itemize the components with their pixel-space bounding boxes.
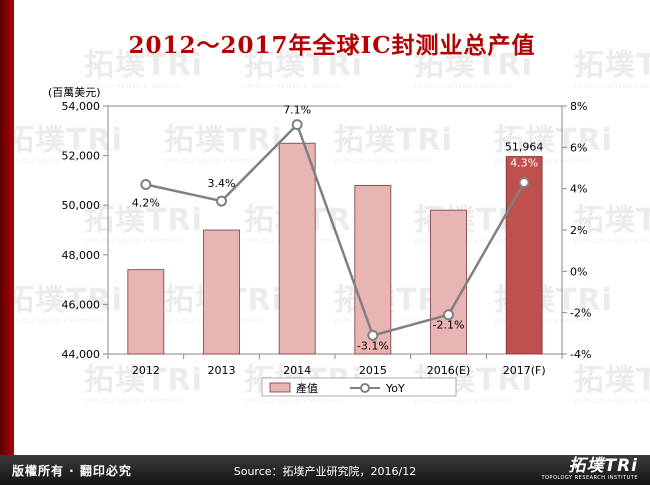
source-note: Source：拓墣产业研究院，2016/12 [233, 465, 417, 478]
x-tick-label: 2016(E) [427, 364, 471, 377]
y-left-tick-label: 54,000 [62, 100, 101, 113]
y-left-tick-label: 50,000 [62, 199, 101, 212]
legend-bar-swatch [269, 382, 291, 393]
y-right-tick-label: -2% [570, 307, 591, 320]
brand-logo-subtext: TOPOLOGY RESEARCH INSTITUTE [541, 475, 638, 481]
yoy-value-label: -2.1% [433, 319, 465, 332]
legend-line-marker [360, 383, 370, 393]
x-tick-label: 2017(F) [503, 364, 546, 377]
y-right-tick-label: 6% [570, 141, 587, 154]
brand-logo: 拓墣TRi TOPOLOGY RESEARCH INSTITUTE [541, 457, 638, 481]
x-tick-label: 2013 [208, 364, 236, 377]
x-tick-label: 2015 [359, 364, 387, 377]
footer: 版權所有 · 翻印必究 Source：拓墣产业研究院，2016/12 拓墣TRi… [0, 455, 650, 485]
chart: (百萬美元) 44,000 46,000 48,000 50,000 52,000 54,0… [48, 86, 591, 397]
y-right-tick-label: -4% [570, 348, 591, 361]
y-right-tick-label: 8% [570, 100, 587, 113]
bar [505, 156, 543, 355]
yoy-value-label: 4.3% [510, 156, 538, 169]
yoy-point [140, 179, 152, 191]
yoy-point [518, 176, 530, 188]
y-axis-unit-label: (百萬美元) [48, 86, 101, 99]
brand-logo-text: 拓墣TRi [568, 456, 638, 476]
y-left-tick-label: 46,000 [62, 298, 101, 311]
yoy-point [291, 119, 303, 131]
yoy-value-label: 4.2% [132, 197, 160, 210]
y-left-tick-label: 52,000 [62, 150, 101, 163]
bar-value-label: 51,964 [505, 140, 544, 153]
copyright-notice: 版權所有 · 翻印必究 [12, 464, 132, 478]
left-accent-bar [0, 0, 14, 455]
y-left-tick-label: 48,000 [62, 249, 101, 262]
y-right-tick-label: 2% [570, 224, 587, 237]
page-title: 2012～2017年全球IC封测业总产值 [128, 32, 536, 59]
legend-line-label: YoY [385, 382, 405, 395]
yoy-point [367, 329, 379, 341]
legend-bar-label: 產值 [296, 381, 318, 395]
yoy-value-label: 7.1% [283, 104, 311, 117]
x-tick-label: 2012 [132, 364, 160, 377]
yoy-series-line [145, 122, 526, 337]
y-right-tick-label: 4% [570, 183, 587, 196]
bar [354, 184, 392, 355]
yoy-value-label: -3.1% [357, 339, 389, 352]
bar [203, 229, 240, 355]
y-left-tick-label: 44,000 [62, 348, 101, 361]
bar [430, 209, 467, 355]
x-tick-label: 2014 [283, 364, 311, 377]
yoy-point [216, 195, 227, 207]
yoy-point [443, 309, 454, 321]
bar [278, 142, 316, 355]
yoy-value-label: 3.4% [208, 177, 236, 190]
y-right-tick-label: 0% [570, 265, 587, 278]
bar [127, 269, 165, 355]
